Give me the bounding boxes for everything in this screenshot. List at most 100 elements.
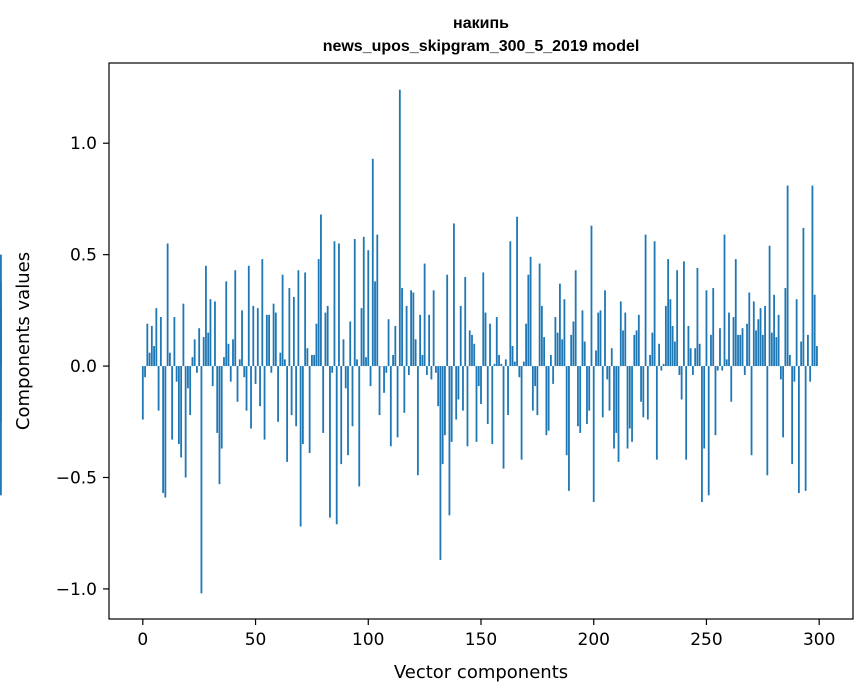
bar-30 — [210, 299, 212, 366]
bar-111 — [392, 355, 394, 366]
x-tick-label: 250 — [690, 630, 722, 650]
bar-97 — [361, 308, 363, 366]
bar-298 — [814, 295, 816, 366]
bar-39 — [230, 366, 232, 382]
bar-256 — [719, 328, 721, 366]
bar-204 — [602, 366, 604, 417]
bar-261 — [730, 366, 732, 402]
bar-110 — [390, 366, 392, 446]
bar-164 — [512, 346, 514, 366]
bar-105 — [379, 366, 381, 415]
bar-114 — [399, 90, 401, 366]
bar-237 — [676, 270, 678, 366]
bar-151 — [482, 272, 484, 366]
bar-178 — [543, 337, 545, 366]
bar-231 — [663, 364, 665, 366]
bar-67 — [293, 297, 295, 366]
bar-132 — [440, 366, 442, 560]
bar-195 — [582, 310, 584, 366]
bar-168 — [521, 366, 523, 460]
bar-207 — [609, 366, 611, 411]
bar-83 — [329, 366, 331, 518]
bar-128 — [431, 366, 433, 379]
bar-73 — [307, 348, 309, 366]
bar-192 — [575, 270, 577, 366]
bar-101 — [370, 366, 372, 386]
bar-201 — [595, 350, 597, 366]
bar-133 — [442, 366, 444, 464]
bar-40 — [232, 339, 234, 366]
bar-284 — [782, 366, 784, 437]
bar-232 — [665, 306, 667, 366]
bar-116 — [403, 366, 405, 413]
bar-225 — [649, 355, 651, 366]
bar-3 — [149, 353, 151, 366]
bar-240 — [683, 261, 685, 366]
bar-126 — [426, 366, 428, 375]
bar-69 — [297, 270, 299, 366]
chart-title: накипь — [453, 15, 509, 32]
bar-81 — [325, 313, 327, 366]
bar-52 — [259, 366, 261, 406]
bar-146 — [471, 335, 473, 366]
bar-159 — [500, 364, 502, 366]
bar-274 — [760, 308, 762, 366]
bar-193 — [577, 366, 579, 426]
bar-7 — [158, 366, 160, 411]
bar-10 — [164, 366, 166, 497]
bar-292 — [800, 342, 802, 367]
bar-58 — [273, 304, 275, 366]
bar-185 — [559, 284, 561, 366]
y-axis-label: Components values — [13, 252, 34, 430]
bar-258 — [724, 235, 726, 366]
bar-183 — [555, 317, 557, 366]
bar-287 — [789, 355, 791, 366]
bar-150 — [480, 366, 482, 404]
bar-121 — [415, 339, 417, 366]
bar-1 — [144, 366, 146, 377]
bar-190 — [570, 335, 572, 366]
bar-12 — [169, 353, 171, 366]
bar-156 — [494, 364, 496, 366]
bar-94 — [354, 239, 356, 366]
bar-122 — [417, 366, 419, 475]
bar-23 — [194, 339, 196, 366]
bar-158 — [498, 355, 500, 366]
bar-268 — [746, 324, 748, 366]
bar-152 — [485, 313, 487, 366]
bar-129 — [433, 290, 435, 366]
bar-72 — [304, 272, 306, 366]
x-tick-label: 300 — [803, 630, 835, 650]
bar-182 — [552, 366, 554, 384]
bar-223 — [645, 235, 647, 366]
bar-272 — [755, 330, 757, 366]
bar-100 — [367, 250, 369, 366]
bar-102 — [372, 159, 374, 366]
bar-85 — [334, 241, 336, 366]
bar-108 — [385, 366, 387, 373]
bar-112 — [394, 326, 396, 366]
bar-145 — [469, 330, 471, 366]
bar-138 — [453, 223, 455, 366]
bar-238 — [679, 366, 681, 375]
bar-47 — [248, 266, 250, 366]
bar-20 — [187, 366, 189, 388]
bar-172 — [530, 257, 532, 366]
bar-125 — [424, 264, 426, 367]
bar-32 — [214, 301, 216, 366]
bar-165 — [514, 362, 516, 366]
bar-255 — [717, 366, 719, 370]
bar-6 — [155, 308, 157, 366]
bar-169 — [523, 362, 525, 366]
bar-50 — [255, 366, 257, 384]
bar-157 — [496, 317, 498, 366]
bar-92 — [349, 322, 351, 367]
bar-211 — [618, 366, 620, 462]
bar-293 — [803, 228, 805, 366]
bar-290 — [796, 299, 798, 366]
bar-45 — [243, 366, 245, 377]
bar-199 — [591, 226, 593, 366]
bar-173 — [532, 366, 534, 411]
bar-294 — [805, 366, 807, 491]
